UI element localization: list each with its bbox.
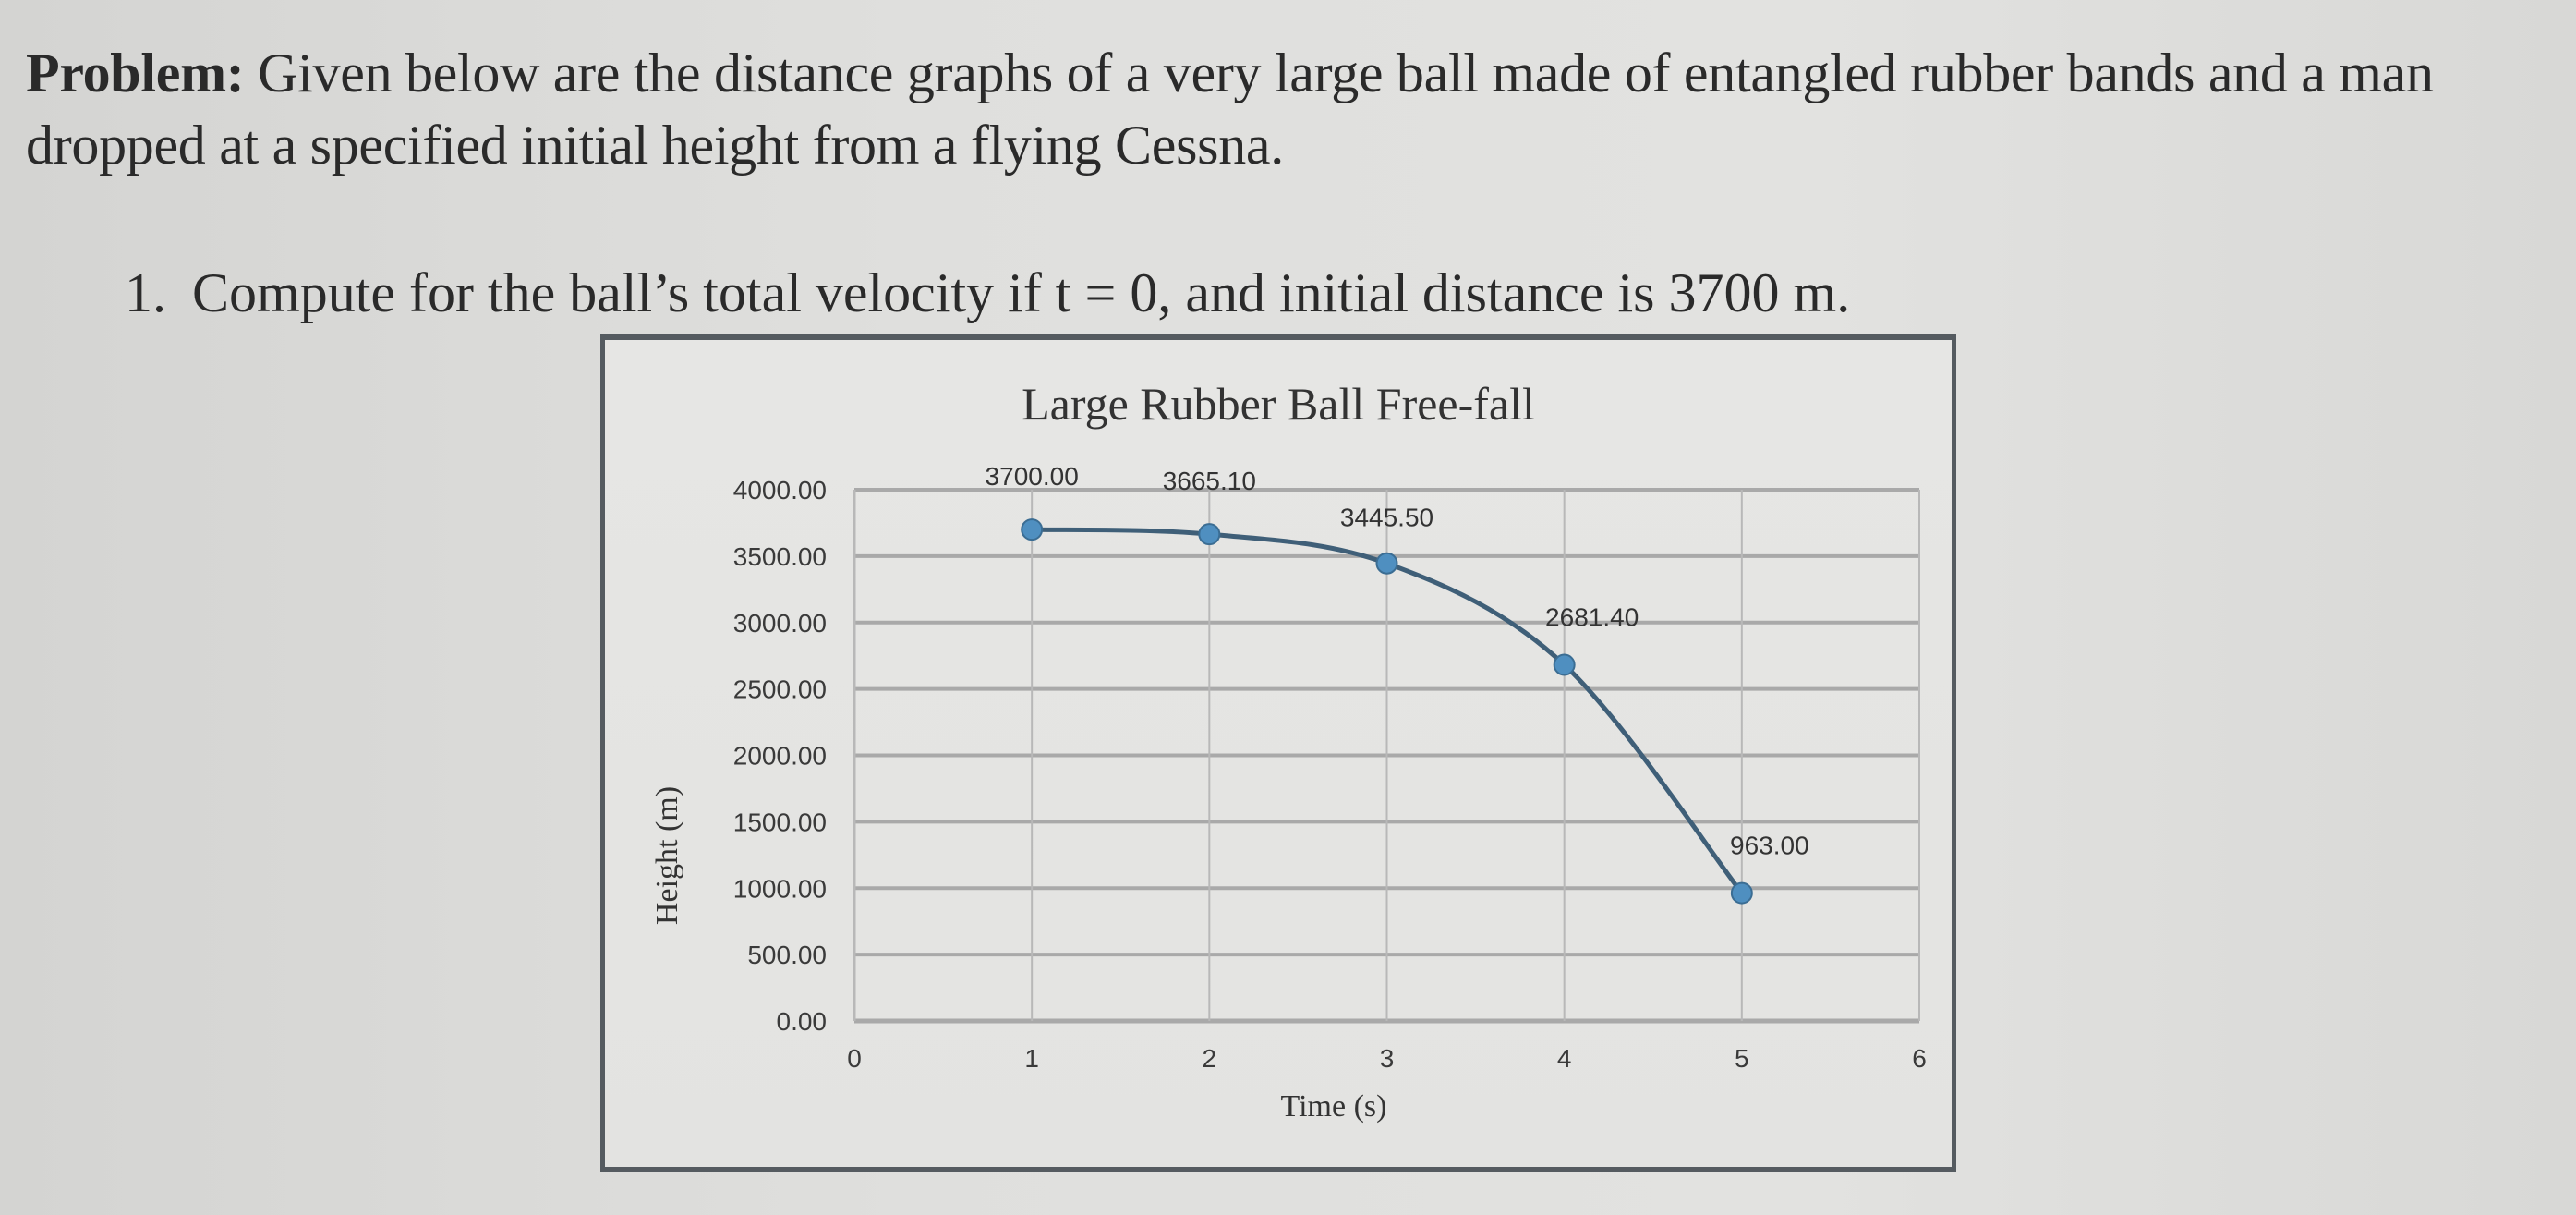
data-point-label: 3665.10 — [1163, 467, 1256, 495]
problem-label: Problem: — [26, 43, 245, 103]
y-tick-label: 1500.00 — [733, 808, 827, 836]
x-axis-title: Time (s) — [1281, 1089, 1387, 1124]
y-tick-label: 0.00 — [777, 1007, 828, 1036]
chart-grid — [853, 488, 1920, 1024]
y-tick-label: 1000.00 — [733, 874, 827, 903]
data-point-marker — [1730, 881, 1753, 905]
y-tick-label: 3500.00 — [733, 542, 827, 571]
y-tick-label: 2000.00 — [733, 742, 827, 771]
chart-container: Large Rubber Ball Free-fall 0.00 500.00 10… — [600, 334, 1956, 1172]
x-tick-label: 4 — [1557, 1044, 1572, 1073]
x-tick-label: 3 — [1380, 1044, 1395, 1073]
y-axis-title: Height (m) — [650, 786, 684, 925]
question-text: Compute for the ball’s total velocity if… — [192, 262, 1851, 323]
question-1: 1. Compute for the ball’s total velocity … — [125, 261, 1850, 325]
series-line — [1032, 527, 1744, 895]
series-markers — [1021, 518, 1753, 905]
y-tick-label: 500.00 — [747, 941, 827, 969]
x-tick-label: 6 — [1912, 1044, 1927, 1073]
x-axis-ticks: 0 1 2 3 4 5 6 — [847, 1044, 1927, 1073]
problem-text: Given below are the distance graphs of a… — [26, 43, 2434, 176]
y-tick-label: 4000.00 — [733, 476, 827, 504]
question-number: 1. — [125, 262, 166, 323]
line-chart: 0.00500.001000.001500.002000.002500.0030… — [650, 462, 1927, 1124]
data-point-label: 3445.50 — [1340, 504, 1433, 532]
data-point-label: 2681.40 — [1545, 603, 1639, 632]
data-point-marker — [1021, 518, 1044, 541]
data-point-marker — [1553, 653, 1576, 676]
data-point-marker — [1375, 552, 1398, 575]
chart-title: Large Rubber Ball Free-fall — [1022, 378, 1535, 430]
problem-statement: Problem: Given below are the distance gr… — [26, 37, 2557, 181]
y-axis-ticks: 0.00 500.00 1000.00 1500.00 2000.00 2500.00 30… — [733, 476, 827, 1036]
y-tick-label: 3000.00 — [733, 609, 827, 638]
data-point-label: 3700.00 — [986, 462, 1079, 491]
x-tick-label: 2 — [1203, 1044, 1217, 1073]
x-tick-label: 5 — [1735, 1044, 1749, 1073]
x-tick-label: 1 — [1024, 1044, 1039, 1073]
data-labels: 3700.00 3665.10 3445.50 2681.40 963.00 — [986, 462, 1809, 859]
y-tick-label: 2500.00 — [733, 675, 827, 704]
data-point-label: 963.00 — [1730, 832, 1809, 860]
data-point-marker — [1198, 523, 1221, 546]
x-tick-label: 0 — [847, 1044, 862, 1073]
